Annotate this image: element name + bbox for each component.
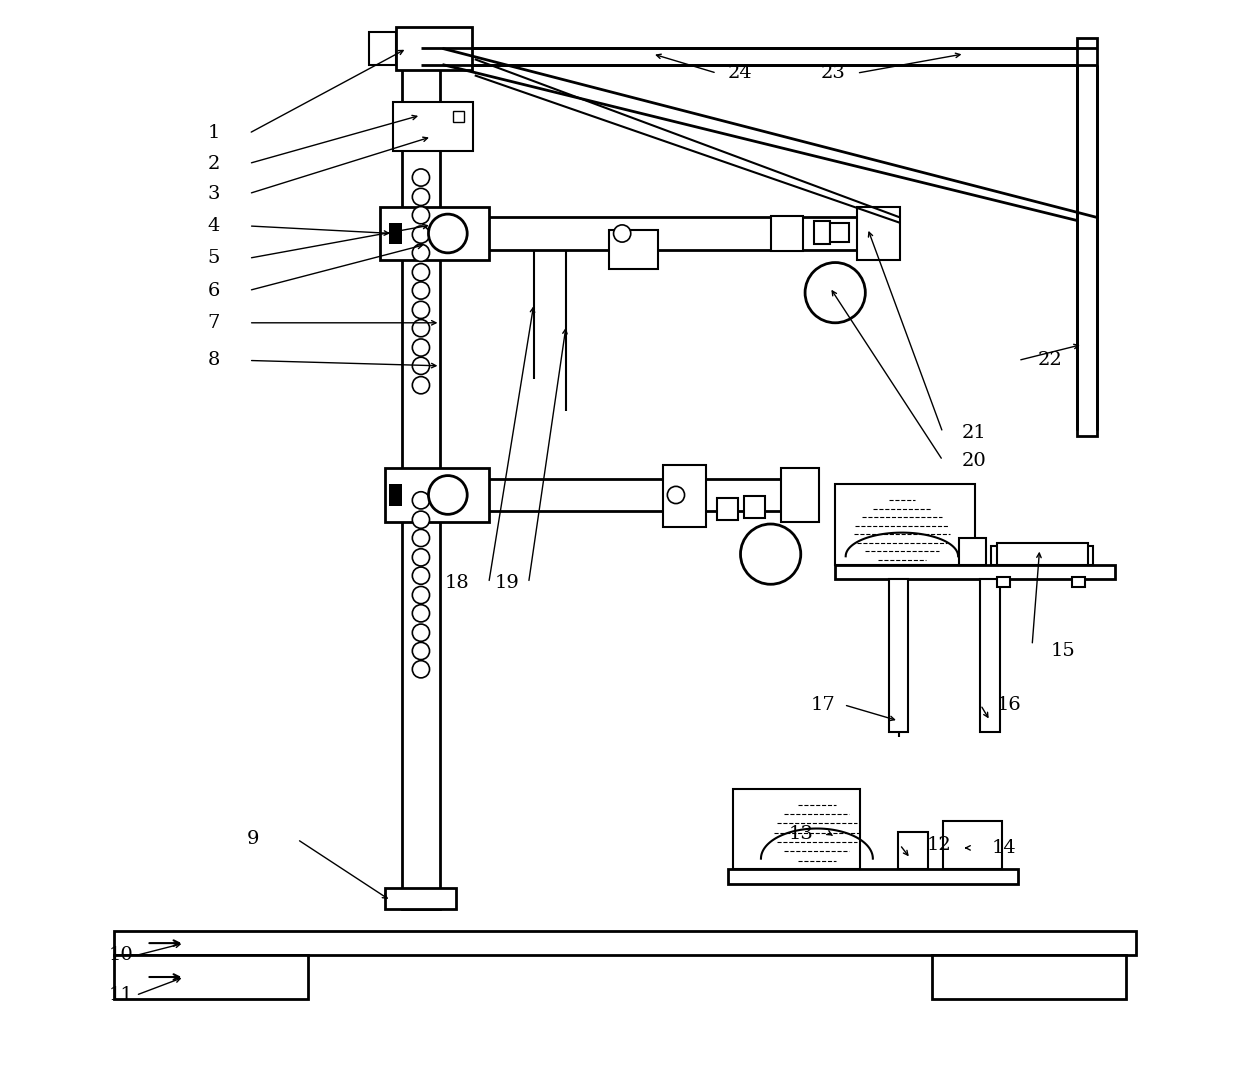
Bar [402, 38, 440, 909]
Bar [388, 223, 402, 244]
Text: 20: 20 [962, 452, 987, 469]
Bar [733, 789, 861, 869]
Bar [397, 108, 445, 129]
Circle shape [805, 263, 866, 323]
Circle shape [667, 486, 684, 504]
Circle shape [413, 529, 429, 547]
Circle shape [740, 524, 801, 584]
Bar [836, 484, 975, 565]
Bar [959, 538, 986, 565]
Circle shape [413, 549, 429, 566]
Text: 17: 17 [811, 696, 836, 713]
Circle shape [413, 188, 429, 206]
Bar [663, 465, 706, 527]
Text: 22: 22 [1038, 352, 1063, 369]
Text: 16: 16 [997, 696, 1022, 713]
Bar [386, 468, 489, 522]
Bar [932, 955, 1126, 999]
Bar [717, 498, 738, 520]
Bar [744, 496, 765, 518]
Circle shape [614, 225, 631, 242]
Text: 10: 10 [109, 947, 134, 964]
Circle shape [429, 476, 467, 514]
Text: 23: 23 [821, 65, 846, 82]
Circle shape [413, 226, 429, 243]
Text: 8: 8 [207, 352, 219, 369]
Bar [379, 207, 489, 260]
Bar [770, 216, 804, 251]
Circle shape [413, 320, 429, 337]
Circle shape [413, 264, 429, 281]
Bar [114, 931, 1137, 955]
Bar [857, 207, 900, 260]
Bar [1071, 577, 1085, 587]
Circle shape [413, 642, 429, 660]
Bar [836, 565, 1115, 579]
Bar [889, 579, 909, 732]
Bar [997, 577, 1009, 587]
Text: 12: 12 [926, 836, 951, 853]
Circle shape [413, 492, 429, 509]
Bar [609, 230, 657, 269]
Text: 14: 14 [991, 839, 1016, 856]
Text: 18: 18 [445, 575, 470, 592]
Text: 11: 11 [109, 987, 134, 1004]
Bar [830, 223, 849, 242]
Circle shape [413, 377, 429, 394]
Circle shape [413, 282, 429, 299]
Bar [898, 832, 928, 869]
Text: 1: 1 [207, 125, 219, 142]
Bar [813, 221, 830, 244]
Bar [991, 546, 1094, 565]
Text: 5: 5 [207, 250, 219, 267]
Circle shape [429, 214, 467, 253]
Text: 15: 15 [1050, 642, 1075, 660]
Text: 21: 21 [962, 424, 987, 441]
Bar [942, 821, 1002, 869]
Bar [453, 111, 464, 122]
Bar [370, 32, 397, 65]
Circle shape [413, 511, 429, 528]
Bar [393, 102, 472, 151]
Circle shape [413, 301, 429, 318]
Bar [997, 543, 1087, 565]
Circle shape [413, 169, 429, 186]
Circle shape [413, 339, 429, 356]
Bar [981, 579, 999, 732]
Text: 7: 7 [207, 314, 219, 331]
Circle shape [413, 207, 429, 224]
Bar [114, 955, 308, 999]
Text: 6: 6 [207, 282, 219, 299]
Bar [781, 468, 820, 522]
Text: 9: 9 [247, 831, 259, 848]
Bar [386, 888, 456, 909]
Text: 24: 24 [728, 65, 753, 82]
Circle shape [413, 661, 429, 678]
Bar [397, 27, 471, 70]
Circle shape [413, 586, 429, 604]
Bar [388, 484, 402, 506]
Bar [440, 479, 813, 511]
Circle shape [413, 244, 429, 261]
Bar [1078, 38, 1096, 436]
Text: 4: 4 [207, 217, 219, 235]
Circle shape [413, 624, 429, 641]
Circle shape [413, 605, 429, 622]
Bar [728, 869, 1018, 884]
Text: 3: 3 [207, 185, 219, 202]
Circle shape [413, 357, 429, 374]
Circle shape [413, 567, 429, 584]
Bar [440, 217, 857, 250]
Bar [420, 48, 1094, 65]
Text: 2: 2 [207, 155, 219, 172]
Text: 13: 13 [789, 825, 813, 843]
Text: 19: 19 [495, 575, 520, 592]
